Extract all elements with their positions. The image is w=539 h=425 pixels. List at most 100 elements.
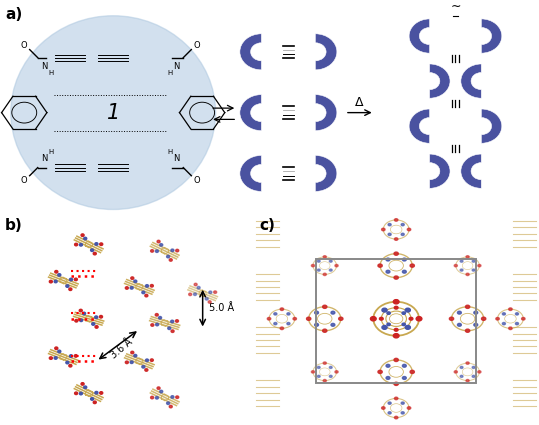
Circle shape [70, 278, 73, 281]
Circle shape [329, 375, 332, 377]
Circle shape [274, 313, 277, 315]
Circle shape [502, 313, 506, 315]
Wedge shape [315, 34, 337, 70]
Circle shape [58, 350, 61, 353]
Circle shape [169, 405, 172, 408]
Circle shape [317, 269, 320, 271]
Circle shape [312, 371, 315, 373]
Text: H: H [49, 150, 54, 156]
Circle shape [329, 269, 332, 271]
Circle shape [317, 366, 320, 368]
Wedge shape [461, 154, 481, 188]
Circle shape [460, 260, 463, 262]
Text: N: N [174, 62, 180, 71]
Circle shape [150, 284, 153, 287]
Circle shape [466, 256, 469, 258]
Circle shape [84, 386, 87, 388]
Circle shape [466, 273, 469, 275]
Circle shape [395, 397, 398, 400]
Circle shape [395, 416, 398, 419]
Circle shape [146, 285, 149, 287]
Circle shape [197, 286, 200, 289]
Circle shape [69, 365, 72, 367]
Circle shape [329, 260, 332, 262]
Wedge shape [430, 64, 450, 98]
Circle shape [167, 402, 170, 405]
Text: 1: 1 [107, 102, 120, 123]
Circle shape [409, 317, 413, 320]
Circle shape [79, 309, 82, 312]
Circle shape [160, 244, 163, 246]
Wedge shape [240, 95, 261, 130]
Circle shape [155, 314, 158, 316]
Circle shape [378, 370, 382, 374]
Circle shape [317, 375, 320, 377]
Circle shape [307, 317, 311, 320]
Circle shape [331, 323, 335, 326]
Circle shape [378, 264, 382, 267]
Circle shape [171, 249, 174, 252]
Circle shape [209, 291, 212, 294]
Circle shape [401, 412, 404, 414]
Circle shape [160, 390, 163, 393]
Circle shape [69, 288, 72, 291]
Circle shape [158, 317, 162, 319]
Circle shape [312, 264, 315, 267]
Circle shape [403, 364, 406, 367]
Circle shape [81, 382, 84, 385]
Circle shape [74, 278, 77, 280]
Text: O: O [194, 176, 200, 185]
Circle shape [168, 327, 171, 329]
Circle shape [395, 306, 398, 309]
Circle shape [323, 256, 326, 258]
Circle shape [382, 326, 387, 329]
Circle shape [54, 280, 57, 283]
Wedge shape [315, 156, 337, 191]
Circle shape [403, 258, 406, 261]
Circle shape [323, 329, 327, 332]
Circle shape [382, 407, 385, 409]
Text: N: N [41, 62, 47, 71]
Circle shape [79, 392, 82, 395]
Circle shape [95, 326, 98, 328]
Circle shape [329, 366, 332, 368]
Wedge shape [430, 154, 450, 188]
Circle shape [171, 396, 174, 398]
Circle shape [155, 397, 158, 399]
Circle shape [403, 377, 406, 380]
Circle shape [55, 270, 58, 273]
Circle shape [472, 260, 475, 262]
Circle shape [91, 249, 94, 252]
Circle shape [335, 371, 338, 373]
Circle shape [395, 219, 398, 221]
Circle shape [466, 329, 469, 332]
Circle shape [93, 401, 96, 404]
Circle shape [472, 366, 475, 368]
Circle shape [146, 359, 149, 362]
Circle shape [95, 243, 98, 245]
Circle shape [194, 293, 197, 295]
Circle shape [402, 312, 405, 314]
Text: b): b) [5, 218, 23, 233]
Text: O: O [194, 40, 200, 50]
Circle shape [167, 255, 170, 258]
Circle shape [382, 228, 385, 231]
Circle shape [450, 317, 454, 320]
Circle shape [189, 293, 192, 296]
Circle shape [150, 249, 154, 252]
Circle shape [478, 371, 481, 373]
Circle shape [458, 323, 461, 326]
Circle shape [80, 319, 82, 322]
Wedge shape [240, 156, 261, 191]
Circle shape [194, 283, 197, 286]
Circle shape [171, 320, 174, 323]
Circle shape [66, 361, 69, 364]
Circle shape [93, 252, 96, 255]
Circle shape [522, 317, 525, 320]
Circle shape [323, 380, 326, 382]
Circle shape [145, 295, 148, 297]
Circle shape [401, 233, 404, 235]
Circle shape [84, 237, 87, 240]
Circle shape [287, 313, 290, 315]
Circle shape [293, 317, 296, 320]
